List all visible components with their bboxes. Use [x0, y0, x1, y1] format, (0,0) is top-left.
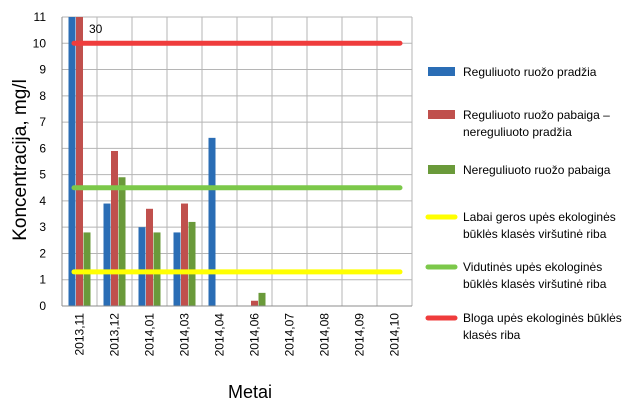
legend-swatch-bar [428, 67, 455, 76]
legend-label: Reguliuoto ruožo pabaiga – [463, 108, 610, 122]
bar-reguliuoto-ruo-o-prad-ia-0 [68, 17, 76, 306]
x-tick-label: 2014,01 [143, 313, 157, 357]
x-tick-label: 2014,09 [353, 313, 367, 357]
bar-reguliuoto-ruo-o-pabaiga-nereguliuoto-prad-ia-2 [146, 208, 153, 306]
bar-nereguliuoto-ruo-o-pabaiga-5 [258, 292, 266, 306]
legend-swatch-bar [428, 110, 455, 119]
x-tick-label: 2014,04 [213, 313, 227, 357]
x-tick-labels: 2013,11 2013,12 2014,01 2014,03 2014,04 2014,… [73, 313, 402, 357]
bar-reguliuoto-ruo-o-pabaiga-nereguliuoto-prad-ia-1 [111, 150, 118, 306]
y-tick-label: 8 [39, 89, 46, 103]
bar-nereguliuoto-ruo-o-pabaiga-1 [118, 177, 126, 306]
y-tick-label: 11 [34, 10, 47, 24]
y-tick-label: 3 [39, 220, 46, 234]
x-tick-label: 2014,08 [318, 313, 332, 357]
y-tick-label: 5 [39, 168, 46, 182]
bar-reguliuoto-ruo-o-prad-ia-1 [103, 203, 111, 306]
y-tick-label: 2 [39, 246, 46, 260]
y-tick-label: 7 [39, 115, 46, 129]
axis-layer [61, 17, 412, 307]
bar-reguliuoto-ruo-o-prad-ia-2 [138, 227, 146, 306]
y-tick-label: 6 [39, 141, 46, 155]
x-axis-label: Metai [228, 382, 272, 402]
x-tick-label: 2013,12 [108, 313, 122, 357]
legend: Reguliuoto ruožo pradžia Reguliuoto ruožo… [425, 65, 622, 342]
legend-label: Labai geros upės ekologinės [463, 210, 616, 224]
legend-label: Vidutinės upės ekologinės [463, 260, 602, 274]
legend-label: būklės klasės viršutinė riba [463, 227, 607, 241]
legend-label: Nereguliuoto ruožo pabaiga [463, 163, 611, 177]
y-tick-label: 10 [33, 36, 47, 50]
y-tick-label: 0 [39, 299, 46, 313]
x-tick-label: 2014,07 [283, 313, 297, 357]
y-axis-label: Koncentracija, mg/l [10, 79, 31, 241]
x-tick-label: 2013,11 [73, 313, 87, 356]
bar-reguliuoto-ruo-o-prad-ia-4 [208, 137, 216, 306]
legend-label: klasės riba [463, 328, 521, 342]
bar-reguliuoto-ruo-o-pabaiga-nereguliuoto-prad-ia-5 [251, 300, 258, 306]
bars-layer [68, 17, 266, 306]
bar-reguliuoto-ruo-o-prad-ia-3 [173, 232, 181, 306]
bar-nereguliuoto-ruo-o-pabaiga-2 [153, 232, 161, 306]
y-tick-label: 4 [39, 194, 46, 208]
x-tick-label: 2014,06 [248, 313, 262, 357]
legend-label: būklės klasės viršutinė riba [463, 277, 607, 291]
bar-reguliuoto-ruo-o-pabaiga-nereguliuoto-prad-ia-3 [181, 203, 188, 306]
legend-label: nereguliuoto pradžia [463, 125, 572, 139]
y-tick-label: 9 [39, 63, 46, 77]
legend-label: Reguliuoto ruožo pradžia [463, 65, 597, 79]
y-tick-label: 1 [39, 273, 46, 287]
y-tick-labels: 0 1 2 3 4 5 6 7 8 9 10 11 [33, 10, 47, 313]
bar-reguliuoto-ruo-o-pabaiga-nereguliuoto-prad-ia-0 [76, 17, 83, 306]
x-tick-label: 2014,10 [388, 313, 402, 357]
reference-lines-layer [71, 40, 403, 275]
legend-swatch-bar [428, 165, 455, 174]
bar-nereguliuoto-ruo-o-pabaiga-0 [83, 232, 91, 306]
legend-label: Bloga upės ekologinės būklės [463, 311, 622, 325]
bar-nereguliuoto-ruo-o-pabaiga-3 [188, 221, 196, 306]
x-tick-label: 2014,03 [178, 313, 192, 357]
annotation-layer: 30 [89, 22, 103, 36]
clipped-value-label: 30 [89, 22, 103, 36]
